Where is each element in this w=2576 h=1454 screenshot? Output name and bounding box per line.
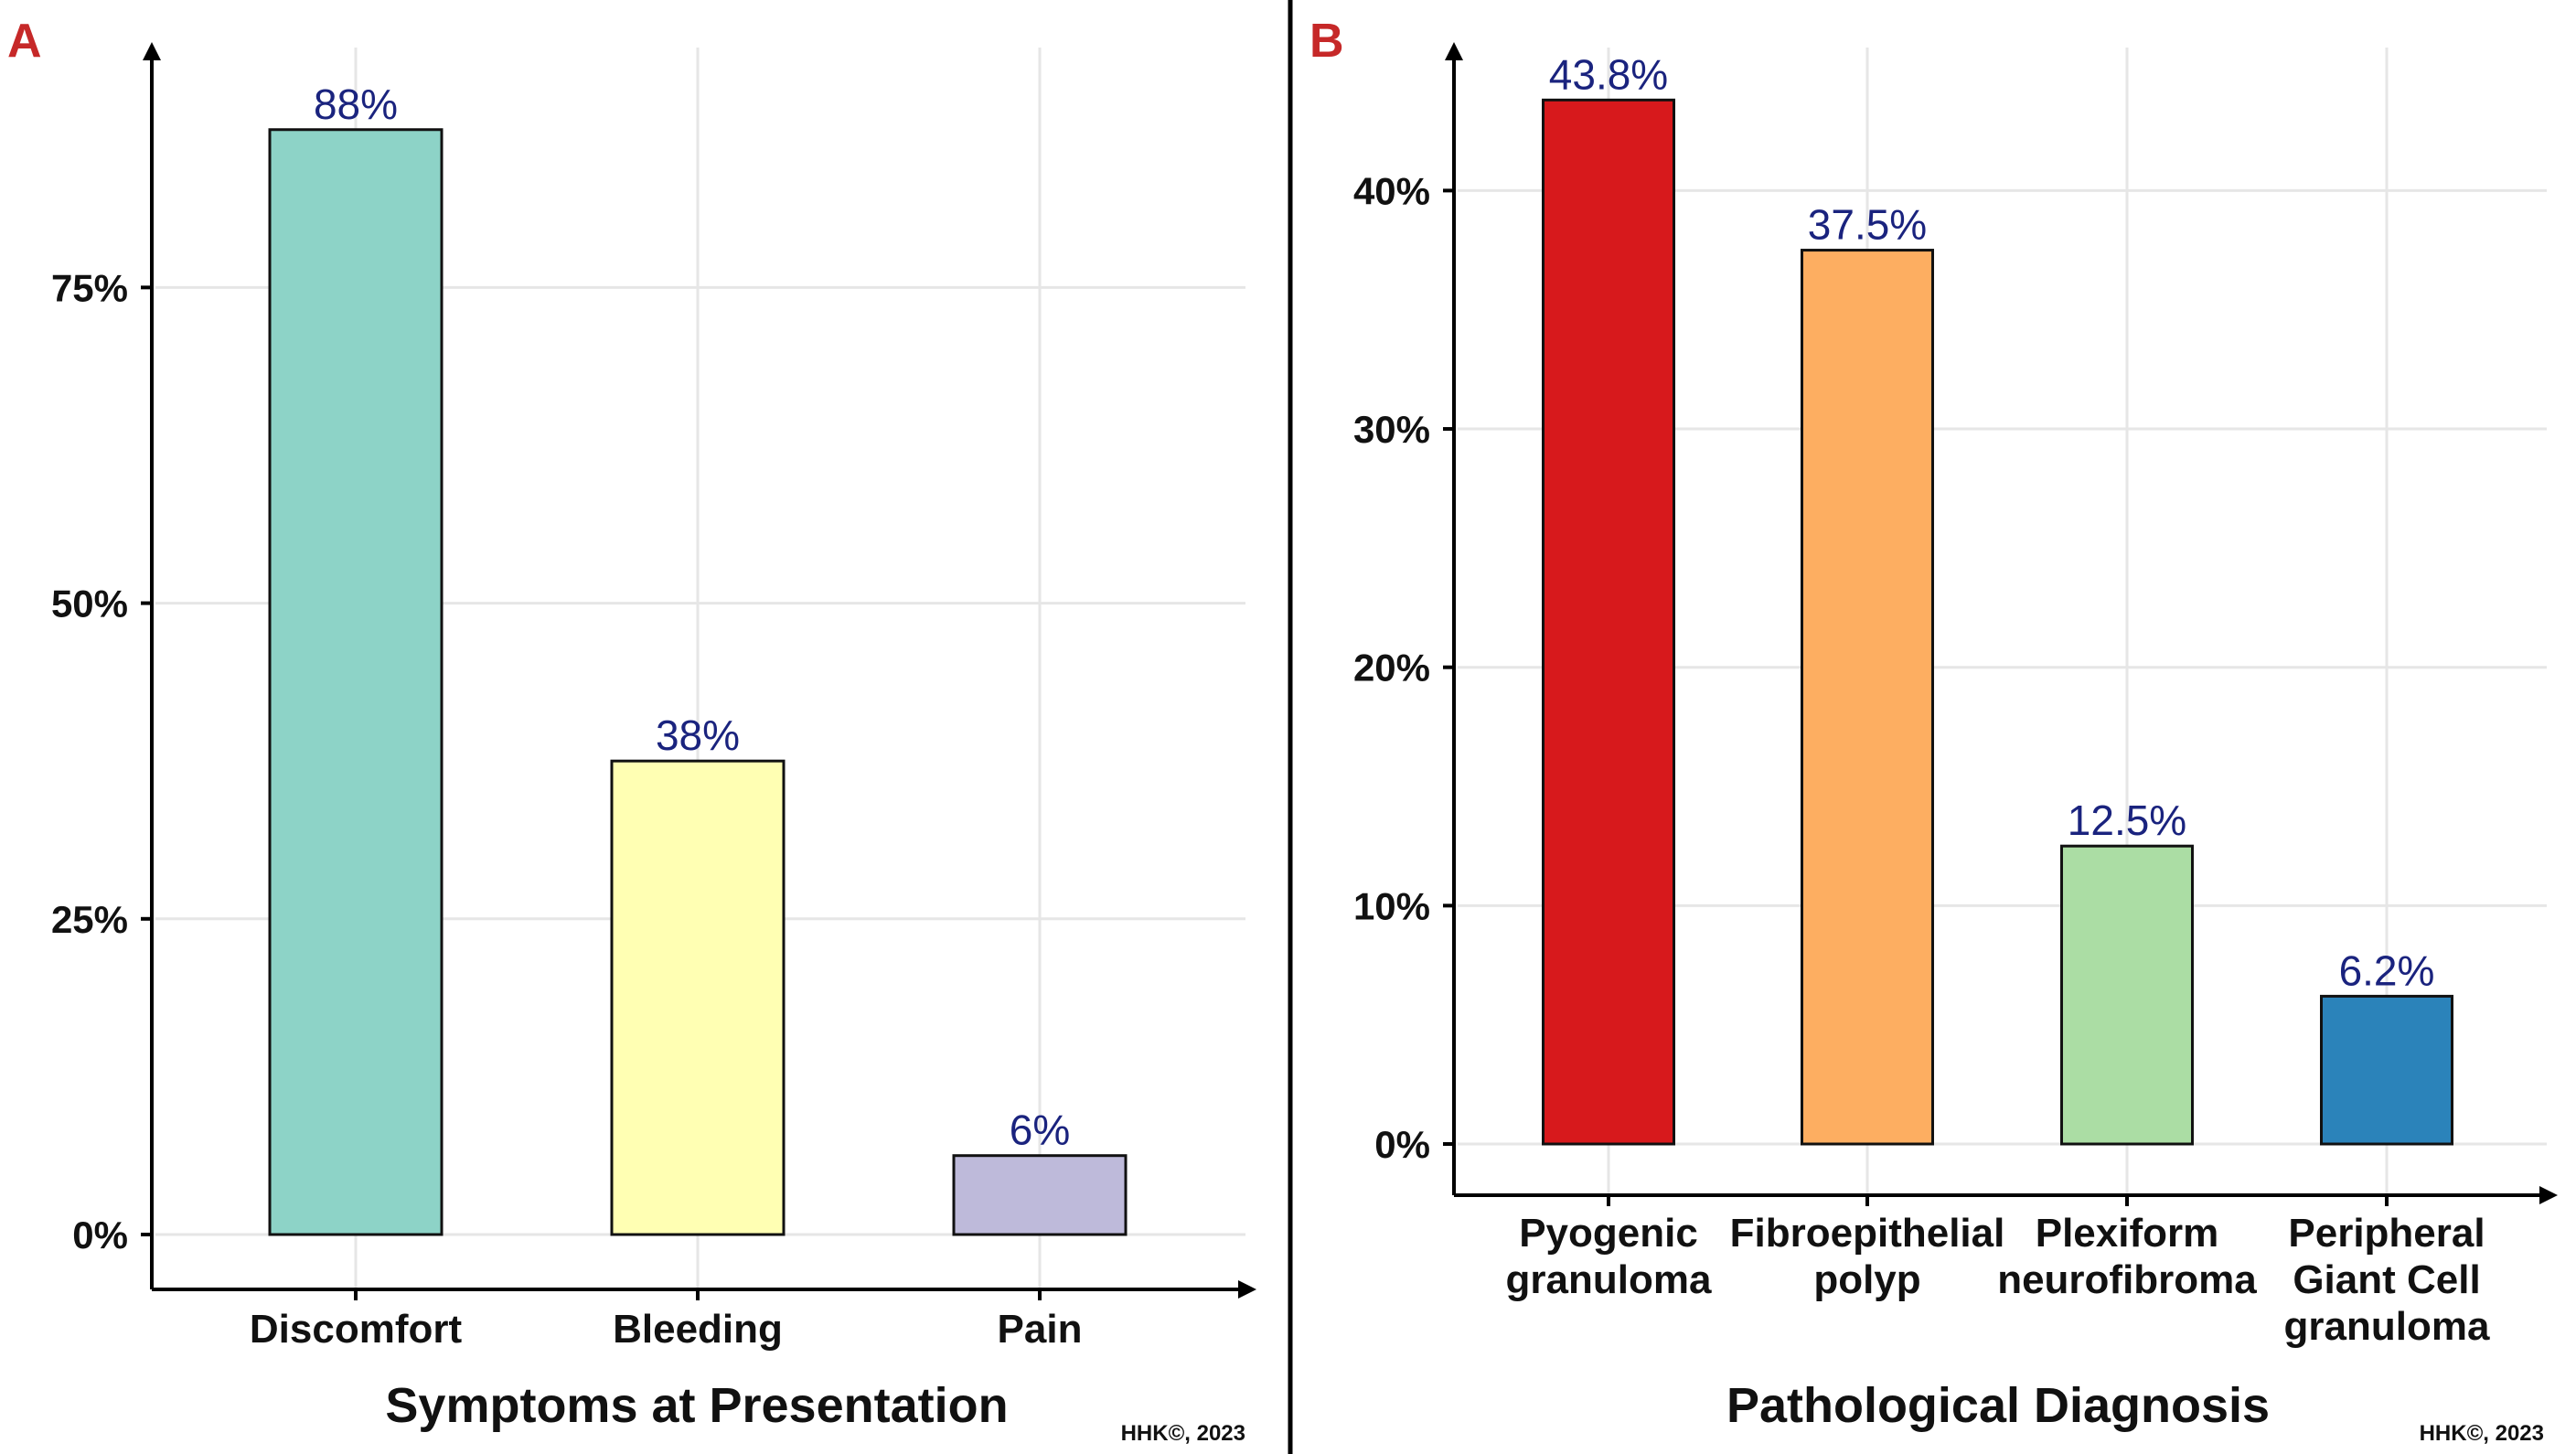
panel-a-bar-3: [952, 1154, 1128, 1236]
panel-a-category-label: Discomfort: [250, 1307, 463, 1352]
panel-b-bar-4: [2320, 994, 2453, 1146]
panel-b-letter: B: [1309, 15, 1344, 68]
panel-a-data-label-2: 38%: [656, 711, 740, 759]
panel-a-bar-2: [610, 759, 786, 1236]
panel-b-y-tick-label: 20%: [1353, 647, 1430, 690]
panel-b-chart: 43.8% 37.5% 12.5% 6.2% 0% 10% 20% 30% 40% Pyogeni…: [1309, 15, 2558, 1446]
panel-a-x-axis-arrow: [1238, 1280, 1256, 1299]
panel-b-x-axis-arrow: [2539, 1186, 2558, 1204]
panel-a-y-axis-arrow: [143, 42, 161, 60]
panel-a-chart: 88% 38% 6% 0% 25% 50% 75% Discomfort Bleeding Pai…: [7, 15, 1256, 1446]
panel-b-data-label-1: 43.8%: [1549, 50, 1668, 98]
panel-a-category-label: Pain: [998, 1307, 1083, 1352]
panel-b-category-label: granuloma: [2284, 1304, 2490, 1349]
panel-b-y-axis-arrow: [1445, 42, 1463, 60]
panel-b-category-label: Pyogenic: [1519, 1211, 1698, 1256]
panel-b-category-label: Plexiform: [2036, 1211, 2219, 1256]
panel-b-credit: HHK©, 2023: [2420, 1421, 2544, 1446]
panel-b-y-tick-label: 30%: [1353, 408, 1430, 451]
panel-b-y-tick-label: 0%: [1374, 1123, 1430, 1166]
panel-a-category-label: Bleeding: [613, 1307, 783, 1352]
panel-a-bar-1: [268, 128, 444, 1236]
panel-a-y-tick-label: 75%: [51, 266, 128, 309]
panel-b-category-label: Peripheral: [2288, 1211, 2485, 1256]
panel-b-y-tick-label: 40%: [1353, 169, 1430, 212]
panel-b-bar-2: [1801, 249, 1934, 1146]
panel-b-y-tick-label: 10%: [1353, 884, 1430, 927]
panel-a-y-tick-label: 0%: [72, 1213, 128, 1256]
panel-b-x-axis-title: Pathological Diagnosis: [1726, 1378, 2270, 1433]
panel-b-category-label: polyp: [1813, 1257, 1920, 1302]
panel-b-bar-3: [2060, 844, 2194, 1146]
panel-a-letter: A: [7, 15, 42, 68]
panel-a-y-tick-label: 50%: [51, 583, 128, 625]
panel-b-category-label: Giant Cell: [2293, 1257, 2480, 1302]
panel-a-x-axis-title: Symptoms at Presentation: [385, 1378, 1008, 1433]
panel-a-data-label-3: 6%: [1010, 1107, 1070, 1154]
panel-b-category-label: granuloma: [1506, 1257, 1712, 1302]
panel-a-data-label-1: 88%: [314, 80, 398, 128]
panel-b-data-label-2: 37.5%: [1808, 201, 1927, 249]
panel-b-category-label: neurofibroma: [1997, 1257, 2257, 1302]
panel-a-y-tick-label: 25%: [51, 898, 128, 941]
panel-a-credit: HHK©, 2023: [1121, 1421, 1245, 1446]
panel-b-data-label-4: 6.2%: [2339, 946, 2435, 994]
panel-b-bar-1: [1542, 98, 1675, 1146]
panel-b-data-label-3: 12.5%: [2068, 796, 2186, 844]
panel-b-category-label: Fibroepithelial: [1730, 1211, 2005, 1256]
